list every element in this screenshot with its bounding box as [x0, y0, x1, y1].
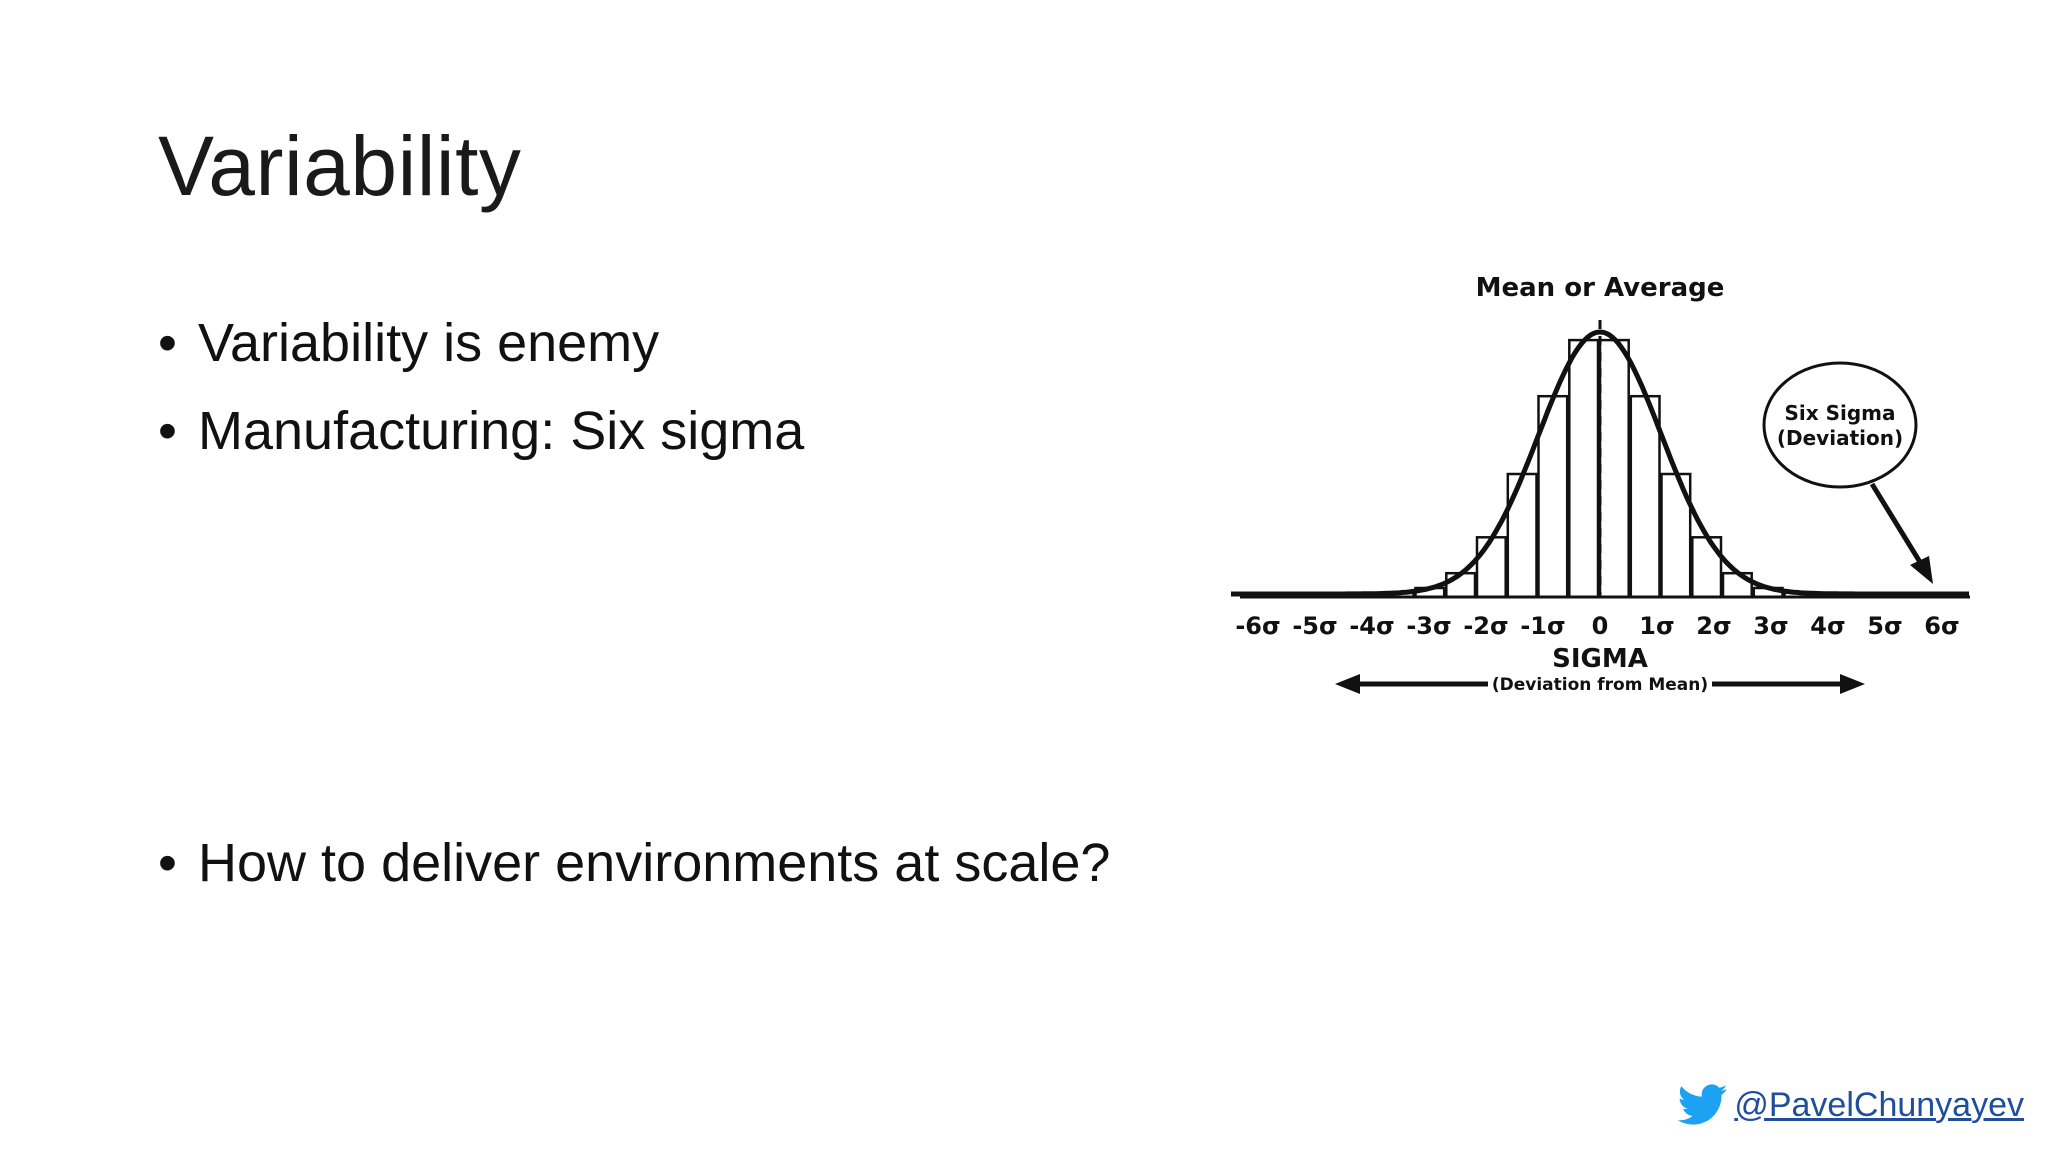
bullet-text: Variability is enemy — [198, 313, 660, 373]
tick-label: 6σ — [1924, 612, 1959, 640]
axis-title: SIGMA — [1552, 644, 1648, 674]
tick-label: -5σ — [1292, 612, 1337, 640]
tick-label: 5σ — [1867, 612, 1902, 640]
bullet-item: • Variability is enemy — [158, 312, 659, 374]
mean-label: Mean or Average — [1476, 273, 1725, 303]
bell-curve — [1231, 329, 1969, 597]
tick-label: -1σ — [1520, 612, 1565, 640]
histogram-bar — [1691, 536, 1723, 599]
bullet-text: Manufacturing: Six sigma — [198, 401, 805, 461]
tick-label: 2σ — [1696, 612, 1731, 640]
twitter-handle[interactable]: @PavelChunyayev — [1678, 1084, 2024, 1126]
bullet-dot: • — [158, 833, 177, 893]
histogram-bar — [1506, 472, 1538, 599]
histogram-bar — [1629, 394, 1661, 599]
left-arrowhead — [1335, 674, 1360, 694]
tick-label: 1σ — [1639, 612, 1674, 640]
bullet-text: How to deliver environments at scale? — [198, 833, 1111, 893]
histogram-bar — [1598, 338, 1630, 599]
tick-label: 3σ — [1753, 612, 1788, 640]
tick-label: -4σ — [1349, 612, 1394, 640]
callout-ellipse — [1762, 361, 1918, 489]
tick-label: 4σ — [1810, 612, 1845, 640]
six-sigma-figure: Mean or Average Six Sigma (Deviation) -6… — [1200, 262, 1990, 712]
tick-label: -3σ — [1406, 612, 1451, 640]
tick-label: 0 — [1592, 612, 1609, 640]
callout-line1: Six Sigma — [1784, 401, 1895, 425]
histogram-bar — [1475, 536, 1507, 599]
callout-arrow-line — [1869, 482, 1926, 569]
slide-title: Variability — [158, 119, 522, 213]
right-arrowhead — [1840, 674, 1865, 694]
axis-subtitle: (Deviation from Mean) — [1492, 675, 1708, 695]
sigma-tick-labels: -6σ -5σ -4σ -3σ -2σ -1σ 0 1σ 2σ 3σ 4σ 5σ… — [1235, 612, 1959, 640]
bullet-dot: • — [158, 313, 177, 373]
bullet-dot: • — [158, 401, 177, 461]
callout-line2: (Deviation) — [1777, 426, 1903, 450]
bullet-item: • Manufacturing: Six sigma — [158, 400, 804, 462]
bell-curve-diagram: Mean or Average Six Sigma (Deviation) -6… — [1231, 273, 1970, 695]
tick-label: -6σ — [1235, 612, 1280, 640]
twitter-handle-link[interactable]: @PavelChunyayev — [1734, 1085, 2024, 1124]
tick-label: -2σ — [1463, 612, 1508, 640]
bullet-item: • How to deliver environments at scale? — [158, 832, 1110, 894]
twitter-bird-icon — [1678, 1084, 1728, 1125]
callout-arrowhead — [1910, 556, 1933, 584]
histogram-bar — [1568, 338, 1600, 599]
